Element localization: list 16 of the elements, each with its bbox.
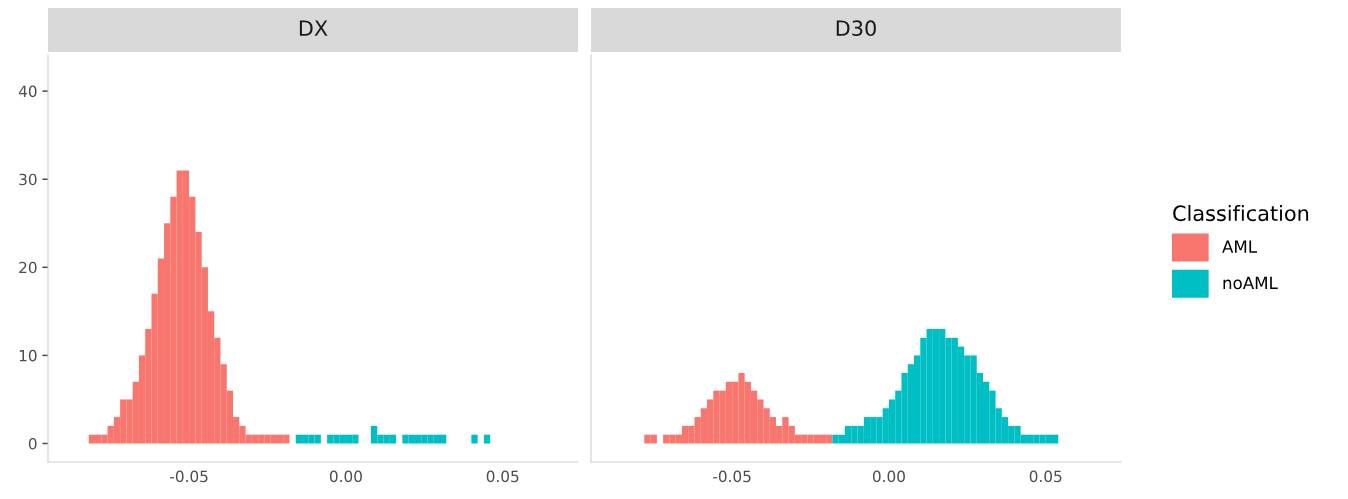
- x-tick-label: 0.00: [872, 470, 905, 483]
- x-tick-label: 0.00: [329, 470, 362, 483]
- y-tick-label: 0: [28, 437, 37, 450]
- legend-title: Classification: [1173, 205, 1309, 222]
- chart-title: DX: [299, 20, 328, 36]
- x-tick-label: -0.05: [170, 470, 208, 483]
- legend-label: AML: [1222, 240, 1257, 253]
- x-tick-label: -0.05: [713, 470, 751, 483]
- y-tick-label: 40: [18, 85, 37, 98]
- legend-label: noAML: [1223, 276, 1278, 290]
- chart-title: D30: [836, 20, 876, 37]
- x-tick-label: 0.05: [1029, 470, 1062, 483]
- y-tick-label: 10: [19, 349, 37, 362]
- y-tick-label: 30: [19, 173, 37, 186]
- x-tick-label: 0.05: [486, 470, 519, 483]
- y-tick-label: 20: [19, 261, 37, 274]
